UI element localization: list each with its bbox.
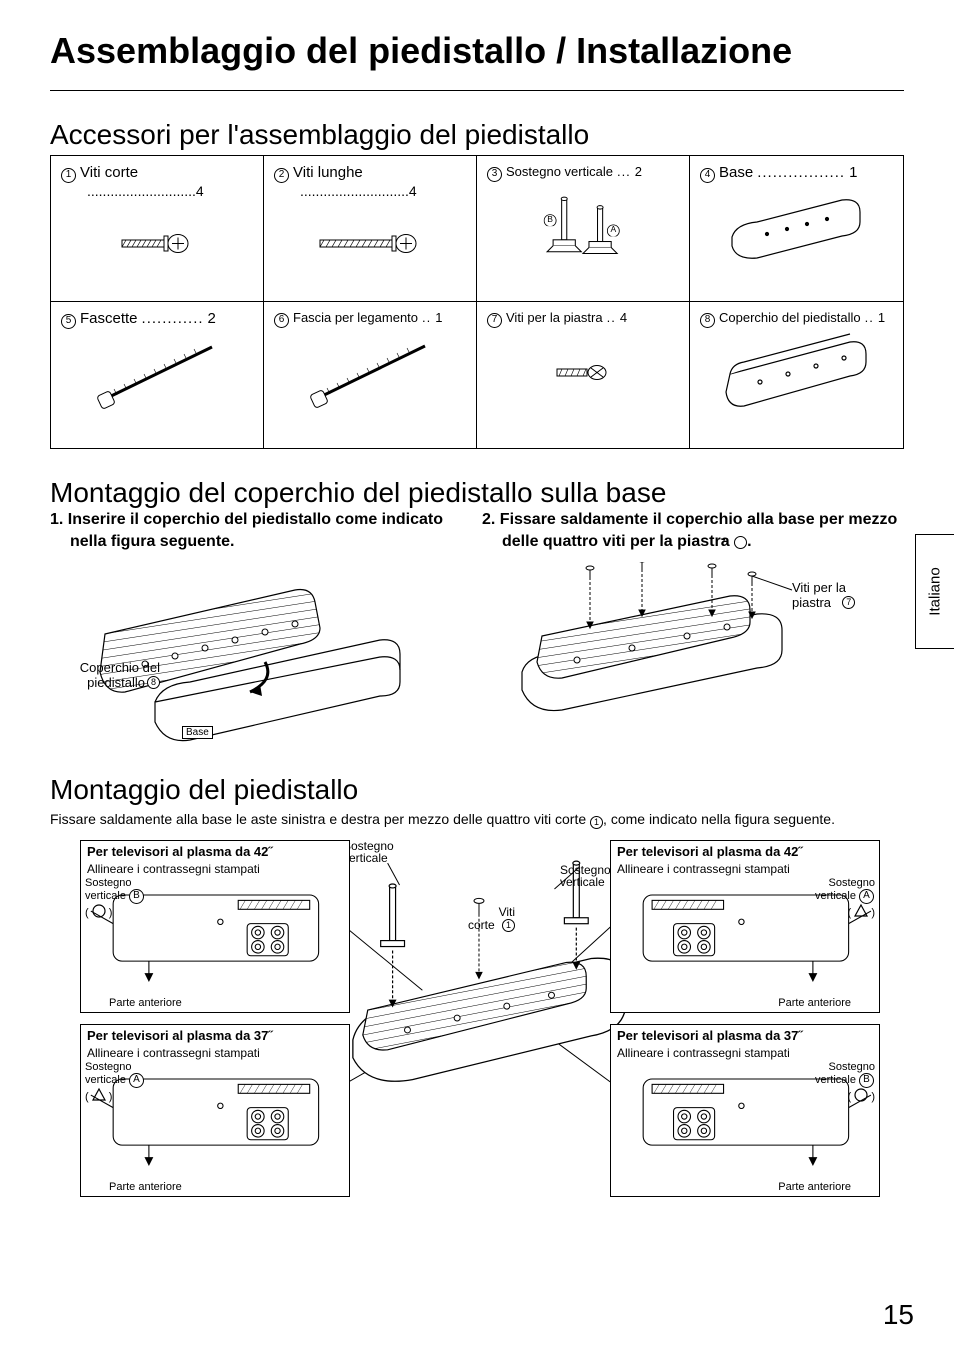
- accessory-number: 7: [487, 313, 502, 328]
- section-cover-title: Montaggio del coperchio del piedistallo …: [50, 477, 904, 509]
- accessory-number: 4: [700, 168, 715, 183]
- panel-sostegno-label: SostegnoverticaleA( ): [815, 877, 875, 919]
- panel-sub: Allineare i contrassegni stampati: [611, 1046, 879, 1062]
- base-label-box: Base: [182, 726, 213, 739]
- accessory-figure: [487, 328, 679, 418]
- center-viti-l1: Viti: [499, 905, 515, 919]
- accessory-figure: [61, 329, 253, 419]
- accessory-name: Sostegno verticale: [506, 164, 613, 179]
- accessory-figure: [274, 199, 466, 289]
- accessory-qty: 1: [849, 164, 857, 181]
- section-mount-title: Montaggio del piedistallo: [50, 774, 904, 806]
- accessory-label: 4 Base.................1: [700, 164, 893, 183]
- panel-box: Per televisori al plasma da 37˝Allineare…: [610, 1024, 880, 1197]
- accessory-label: 2 Viti lunghe: [274, 164, 466, 183]
- panel-front-label: Parte anteriore: [611, 1180, 879, 1196]
- accessory-name: Fascette: [80, 310, 138, 327]
- accessory-qty: 1: [435, 310, 442, 325]
- accessory-figure: B A: [487, 182, 679, 272]
- panel-box: Per televisori al plasma da 42˝Allineare…: [610, 840, 880, 1013]
- panel-head: Per televisori al plasma da 37˝: [81, 1025, 349, 1046]
- accessory-qty: 1: [878, 310, 885, 325]
- accessory-name: Viti lunghe: [293, 164, 363, 181]
- cover-step1: 1. Inserire il coperchio del piedistallo…: [50, 509, 472, 552]
- page-number: 15: [883, 1299, 914, 1331]
- panel-front-label: Parte anteriore: [81, 1180, 349, 1196]
- accessories-grid: 1 Viti corte............................…: [50, 155, 904, 449]
- panel-sostegno-label: SostegnoverticaleB( ): [85, 877, 145, 919]
- label-num-8: 8: [147, 676, 160, 689]
- label-viti-l1: Viti per la: [792, 580, 846, 595]
- cover-step2-pre: 2. Fissare saldamente il coperchio alla …: [482, 511, 897, 550]
- accessory-name: Coperchio del piedistallo: [719, 310, 861, 325]
- accessory-label: 7 Viti per la piastra ..4: [487, 310, 679, 328]
- mount-figure: Sostegno verticale Sostegno verticale Vi…: [50, 840, 904, 1210]
- panel-head: Per televisori al plasma da 42˝: [611, 841, 879, 862]
- language-tab: Italiano: [915, 534, 954, 649]
- accessory-cell: 2 Viti lunghe...........................…: [264, 156, 477, 302]
- accessory-cell: 7 Viti per la piastra ..4: [477, 302, 690, 448]
- panel-front-label: Parte anteriore: [611, 996, 879, 1012]
- accessory-cell: 1 Viti corte............................…: [51, 156, 264, 302]
- language-tab-label: Italiano: [927, 567, 944, 615]
- accessory-label: 6 Fascia per legamento ..1: [274, 310, 466, 328]
- accessory-figure: [274, 328, 466, 418]
- accessory-number: 5: [61, 314, 76, 329]
- accessory-qty: 2: [208, 310, 216, 327]
- cover-step2-figure: Viti per la piastra 7: [482, 562, 904, 752]
- accessory-qty-line: ............................4: [274, 183, 466, 199]
- accessory-number: 3: [487, 167, 502, 182]
- accessory-cell: 4 Base.................1: [690, 156, 903, 302]
- label-num-7: 7: [842, 596, 855, 609]
- panel-box: Per televisori al plasma da 37˝Allineare…: [80, 1024, 350, 1197]
- accessory-figure: [700, 328, 893, 418]
- accessory-cell: 3 Sostegno verticale...2B A: [477, 156, 690, 302]
- accessory-name: Viti per la piastra: [506, 310, 603, 325]
- panel-sub: Allineare i contrassegni stampati: [81, 862, 349, 878]
- accessory-number: 6: [274, 313, 289, 328]
- accessory-label: 5 Fascette ............2: [61, 310, 253, 329]
- cover-step1-figure: Coperchio del piedistallo 8 Base: [50, 562, 472, 752]
- accessory-number: 2: [274, 168, 289, 183]
- panel-sub: Allineare i contrassegni stampati: [81, 1046, 349, 1062]
- cover-step2: 2. Fissare saldamente il coperchio alla …: [482, 509, 904, 552]
- page-title: Assemblaggio del piedistallo / Installaz…: [50, 30, 904, 91]
- accessory-figure: [61, 199, 253, 289]
- accessory-cell: 6 Fascia per legamento ..1: [264, 302, 477, 448]
- accessory-label: 3 Sostegno verticale...2: [487, 164, 679, 182]
- label-coperchio-l1: Coperchio del: [80, 660, 160, 675]
- panel-sostegno-label: SostegnoverticaleB( ): [815, 1061, 875, 1103]
- panel-box: Per televisori al plasma da 42˝Allineare…: [80, 840, 350, 1013]
- panel-head: Per televisori al plasma da 37˝: [611, 1025, 879, 1046]
- accessory-figure: [700, 183, 893, 273]
- accessory-name: Base: [719, 164, 753, 181]
- label-coperchio-l2: piedistallo: [87, 675, 145, 690]
- accessory-cell: 5 Fascette ............2: [51, 302, 264, 448]
- cover-mount-row: 1. Inserire il coperchio del piedistallo…: [50, 509, 904, 752]
- panel-front-label: Parte anteriore: [81, 996, 349, 1012]
- accessory-qty-line: ............................4: [61, 183, 253, 199]
- accessory-qty: 4: [620, 310, 627, 325]
- section-accessories-title: Accessori per l'assemblaggio del piedist…: [50, 119, 904, 151]
- center-viti-l2: corte: [468, 919, 495, 932]
- panel-sostegno-label: SostegnoverticaleA( ): [85, 1061, 145, 1103]
- accessory-qty: 2: [635, 164, 642, 179]
- panel-head: Per televisori al plasma da 42˝: [81, 841, 349, 862]
- label-viti-l2: piastra: [792, 595, 831, 610]
- accessory-number: 8: [700, 313, 715, 328]
- accessory-label: 8 Coperchio del piedistallo ..1: [700, 310, 893, 328]
- mount-description: Fissare saldamente alla base le aste sin…: [50, 810, 904, 830]
- panel-sub: Allineare i contrassegni stampati: [611, 862, 879, 878]
- cover-step2-post: .: [747, 533, 751, 550]
- accessory-name: Fascia per legamento: [293, 310, 418, 325]
- center-viti-num: 1: [502, 919, 515, 932]
- center-sostegno2-l2: verticale: [560, 875, 605, 889]
- accessory-number: 1: [61, 168, 76, 183]
- accessory-cell: 8 Coperchio del piedistallo ..1: [690, 302, 903, 448]
- cover-step2-num: 7: [734, 536, 747, 549]
- accessory-name: Viti corte: [80, 164, 138, 181]
- accessory-label: 1 Viti corte: [61, 164, 253, 183]
